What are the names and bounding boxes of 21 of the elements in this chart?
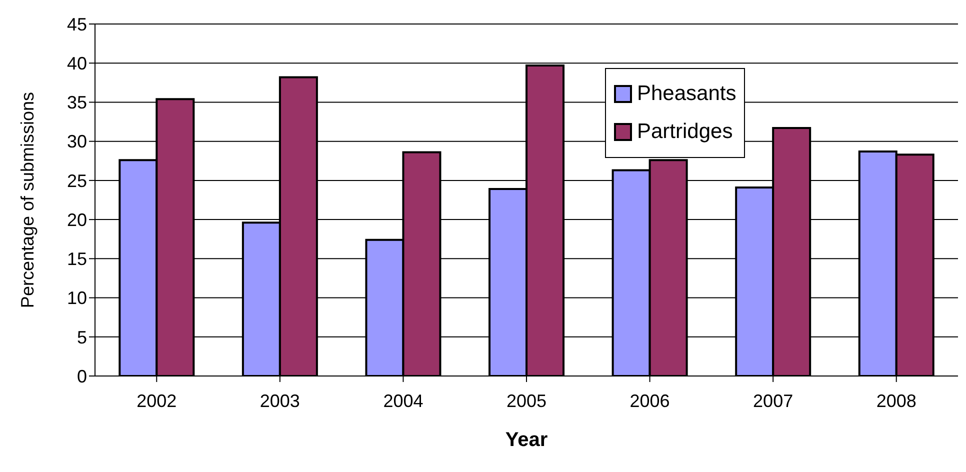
y-tick-label: 0 [76, 366, 87, 386]
x-axis-title: Year [505, 429, 548, 451]
y-tick-label: 15 [66, 249, 87, 270]
y-tick-label: 45 [66, 14, 87, 34]
y-axis-title: Percentage of submissions [17, 92, 38, 308]
x-tick-label: 2004 [383, 390, 424, 411]
y-tick-label: 30 [66, 132, 87, 152]
y-tick-label: 10 [66, 288, 87, 308]
x-tick-label: 2006 [630, 390, 670, 411]
legend-label: Partridges [637, 120, 733, 144]
y-tick-label: 25 [66, 170, 87, 191]
y-tick-label: 35 [66, 92, 87, 113]
y-tick-label: 20 [66, 210, 87, 230]
legend-label: Pheasants [637, 82, 736, 106]
y-tick-label: 5 [76, 327, 87, 348]
y-tick-label: 40 [66, 54, 87, 74]
x-tick-label: 2002 [136, 390, 177, 411]
x-tick-label: 2008 [876, 390, 916, 411]
x-tick-label: 2007 [753, 390, 794, 411]
x-tick-label: 2005 [506, 390, 547, 411]
x-tick-label: 2003 [260, 390, 300, 411]
